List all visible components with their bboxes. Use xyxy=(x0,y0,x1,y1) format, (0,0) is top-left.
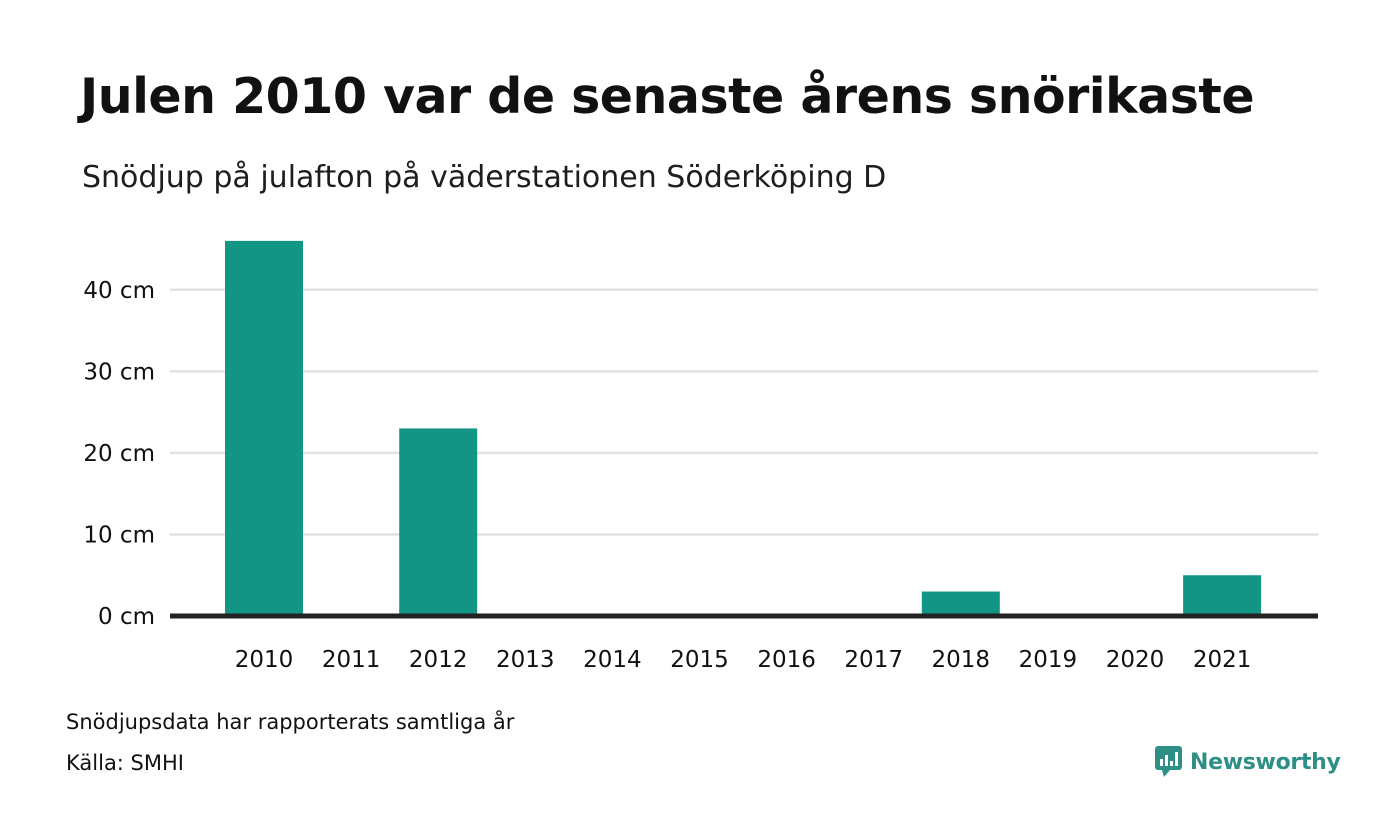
x-tick-label: 2018 xyxy=(932,647,991,673)
bar xyxy=(399,428,478,616)
bar xyxy=(921,591,1000,616)
y-tick-label: 30 cm xyxy=(83,359,155,385)
x-tick-labels: 2010 2011 2012 2013 2014 2015 2016 2017 2018 2019… xyxy=(235,647,1252,673)
bar xyxy=(225,240,303,616)
x-tick-label: 2021 xyxy=(1193,647,1252,673)
newsworthy-brand: Newsworthy xyxy=(1155,746,1341,778)
y-tick-label: 20 cm xyxy=(83,441,155,467)
x-tick-label: 2012 xyxy=(409,647,468,673)
footnote: Snödjupsdata har rapporterats samtliga å… xyxy=(66,710,515,734)
bar xyxy=(1183,575,1262,616)
source-credit: Källa: SMHI xyxy=(66,751,184,775)
x-tick-label: 2016 xyxy=(757,647,816,673)
y-tick-label: 10 cm xyxy=(83,522,155,548)
bars xyxy=(225,240,1262,616)
y-tick-label: 40 cm xyxy=(83,278,155,304)
x-tick-label: 2015 xyxy=(670,647,729,673)
x-tick-label: 2013 xyxy=(496,647,555,673)
chart-title: Julen 2010 var de senaste årens snörikas… xyxy=(80,68,1255,125)
gridlines xyxy=(170,288,1318,536)
x-tick-label: 2020 xyxy=(1106,647,1165,673)
brand-name: Newsworthy xyxy=(1190,749,1341,775)
x-tick-label: 2014 xyxy=(583,647,642,673)
x-tick-label: 2019 xyxy=(1019,647,1078,673)
x-tick-label: 2010 xyxy=(235,647,294,673)
x-tick-label: 2017 xyxy=(844,647,903,673)
x-tick-label: 2011 xyxy=(322,647,381,673)
chart-subtitle: Snödjup på julafton på väderstationen Sö… xyxy=(82,160,887,195)
y-tick-labels: 0 cm 10 cm 20 cm 30 cm 40 cm xyxy=(83,278,155,630)
y-tick-label: 0 cm xyxy=(98,604,155,630)
newsworthy-logo-icon xyxy=(1155,746,1182,777)
